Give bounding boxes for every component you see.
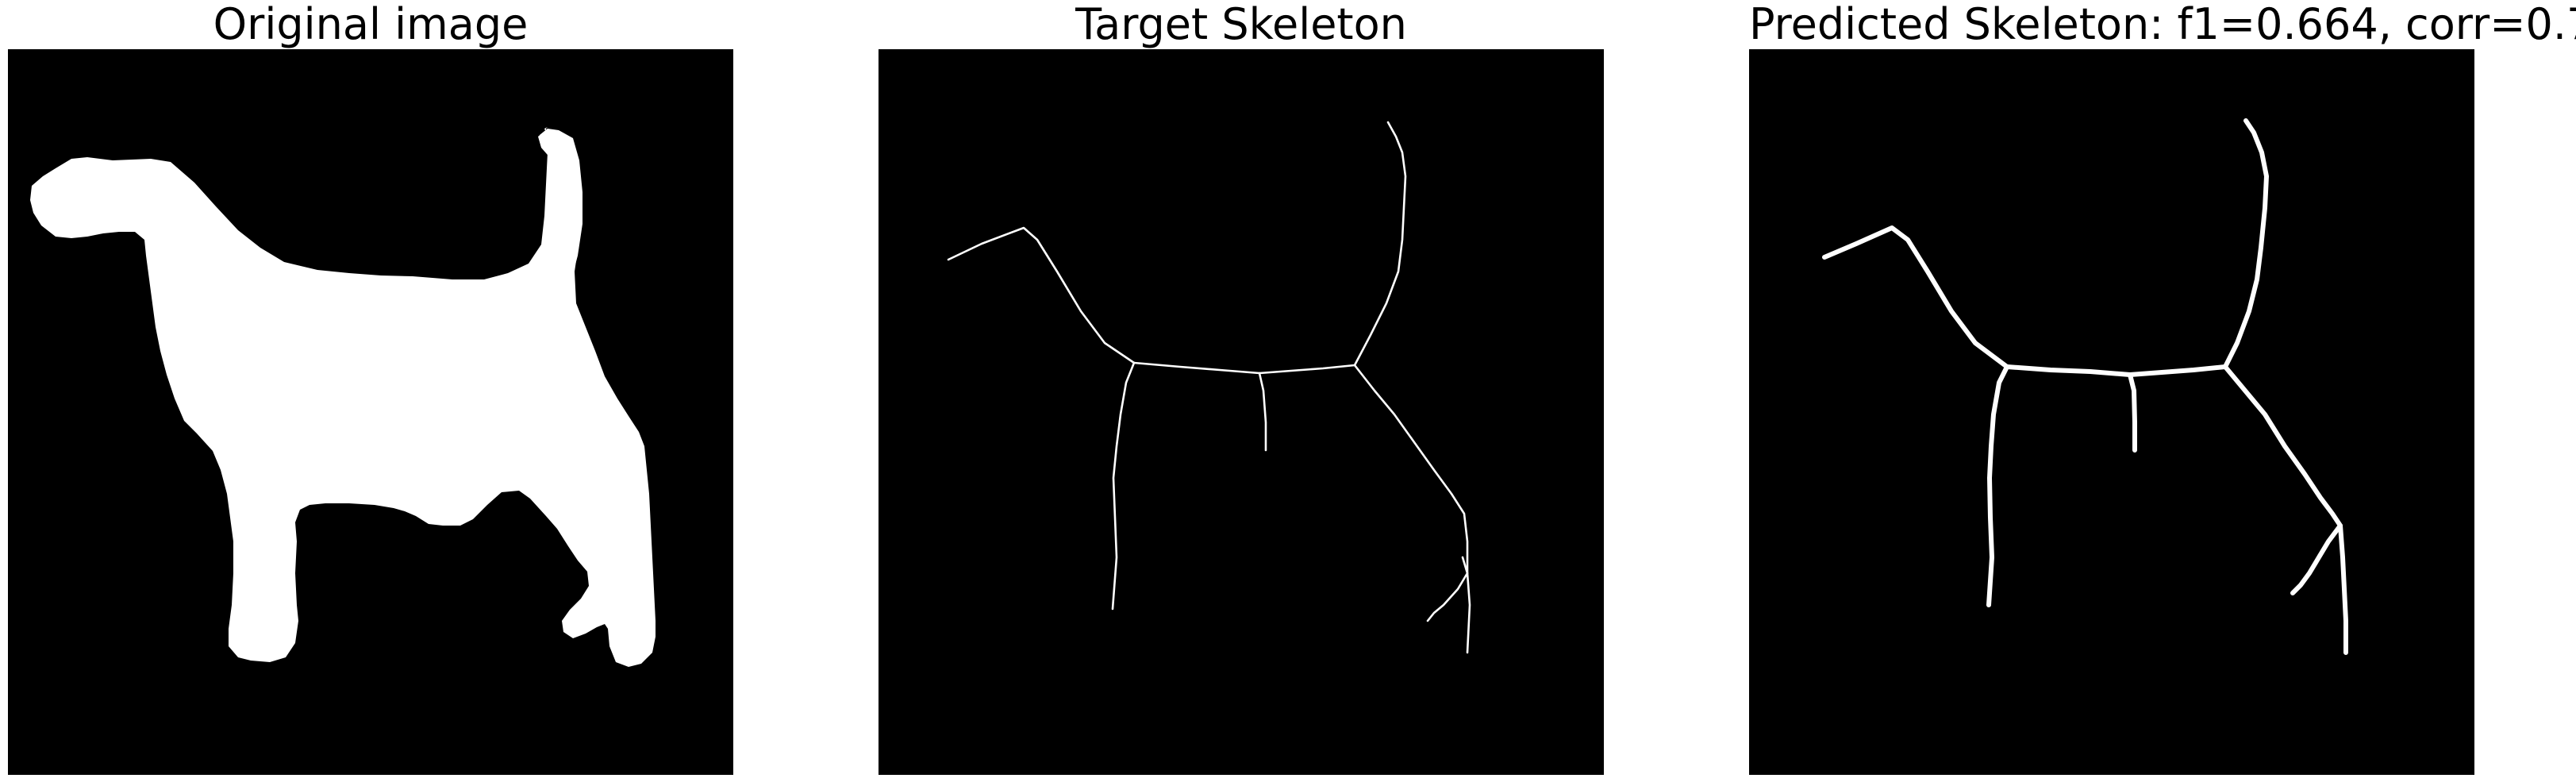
predicted-skeleton-title: Predicted Skeleton: f1=0.664, corr=0.702	[1749, 0, 2576, 49]
target-skeleton-title: Target Skeleton	[1075, 0, 1407, 49]
target-skeleton-image	[879, 49, 1604, 775]
original-image-panel	[8, 49, 733, 775]
predicted-skeleton-image	[1749, 49, 2474, 775]
dog-silhouette-image	[8, 49, 733, 775]
predicted-skeleton-panel	[1749, 49, 2474, 775]
target-skeleton-panel	[879, 49, 1604, 775]
original-image-title: Original image	[213, 0, 529, 49]
